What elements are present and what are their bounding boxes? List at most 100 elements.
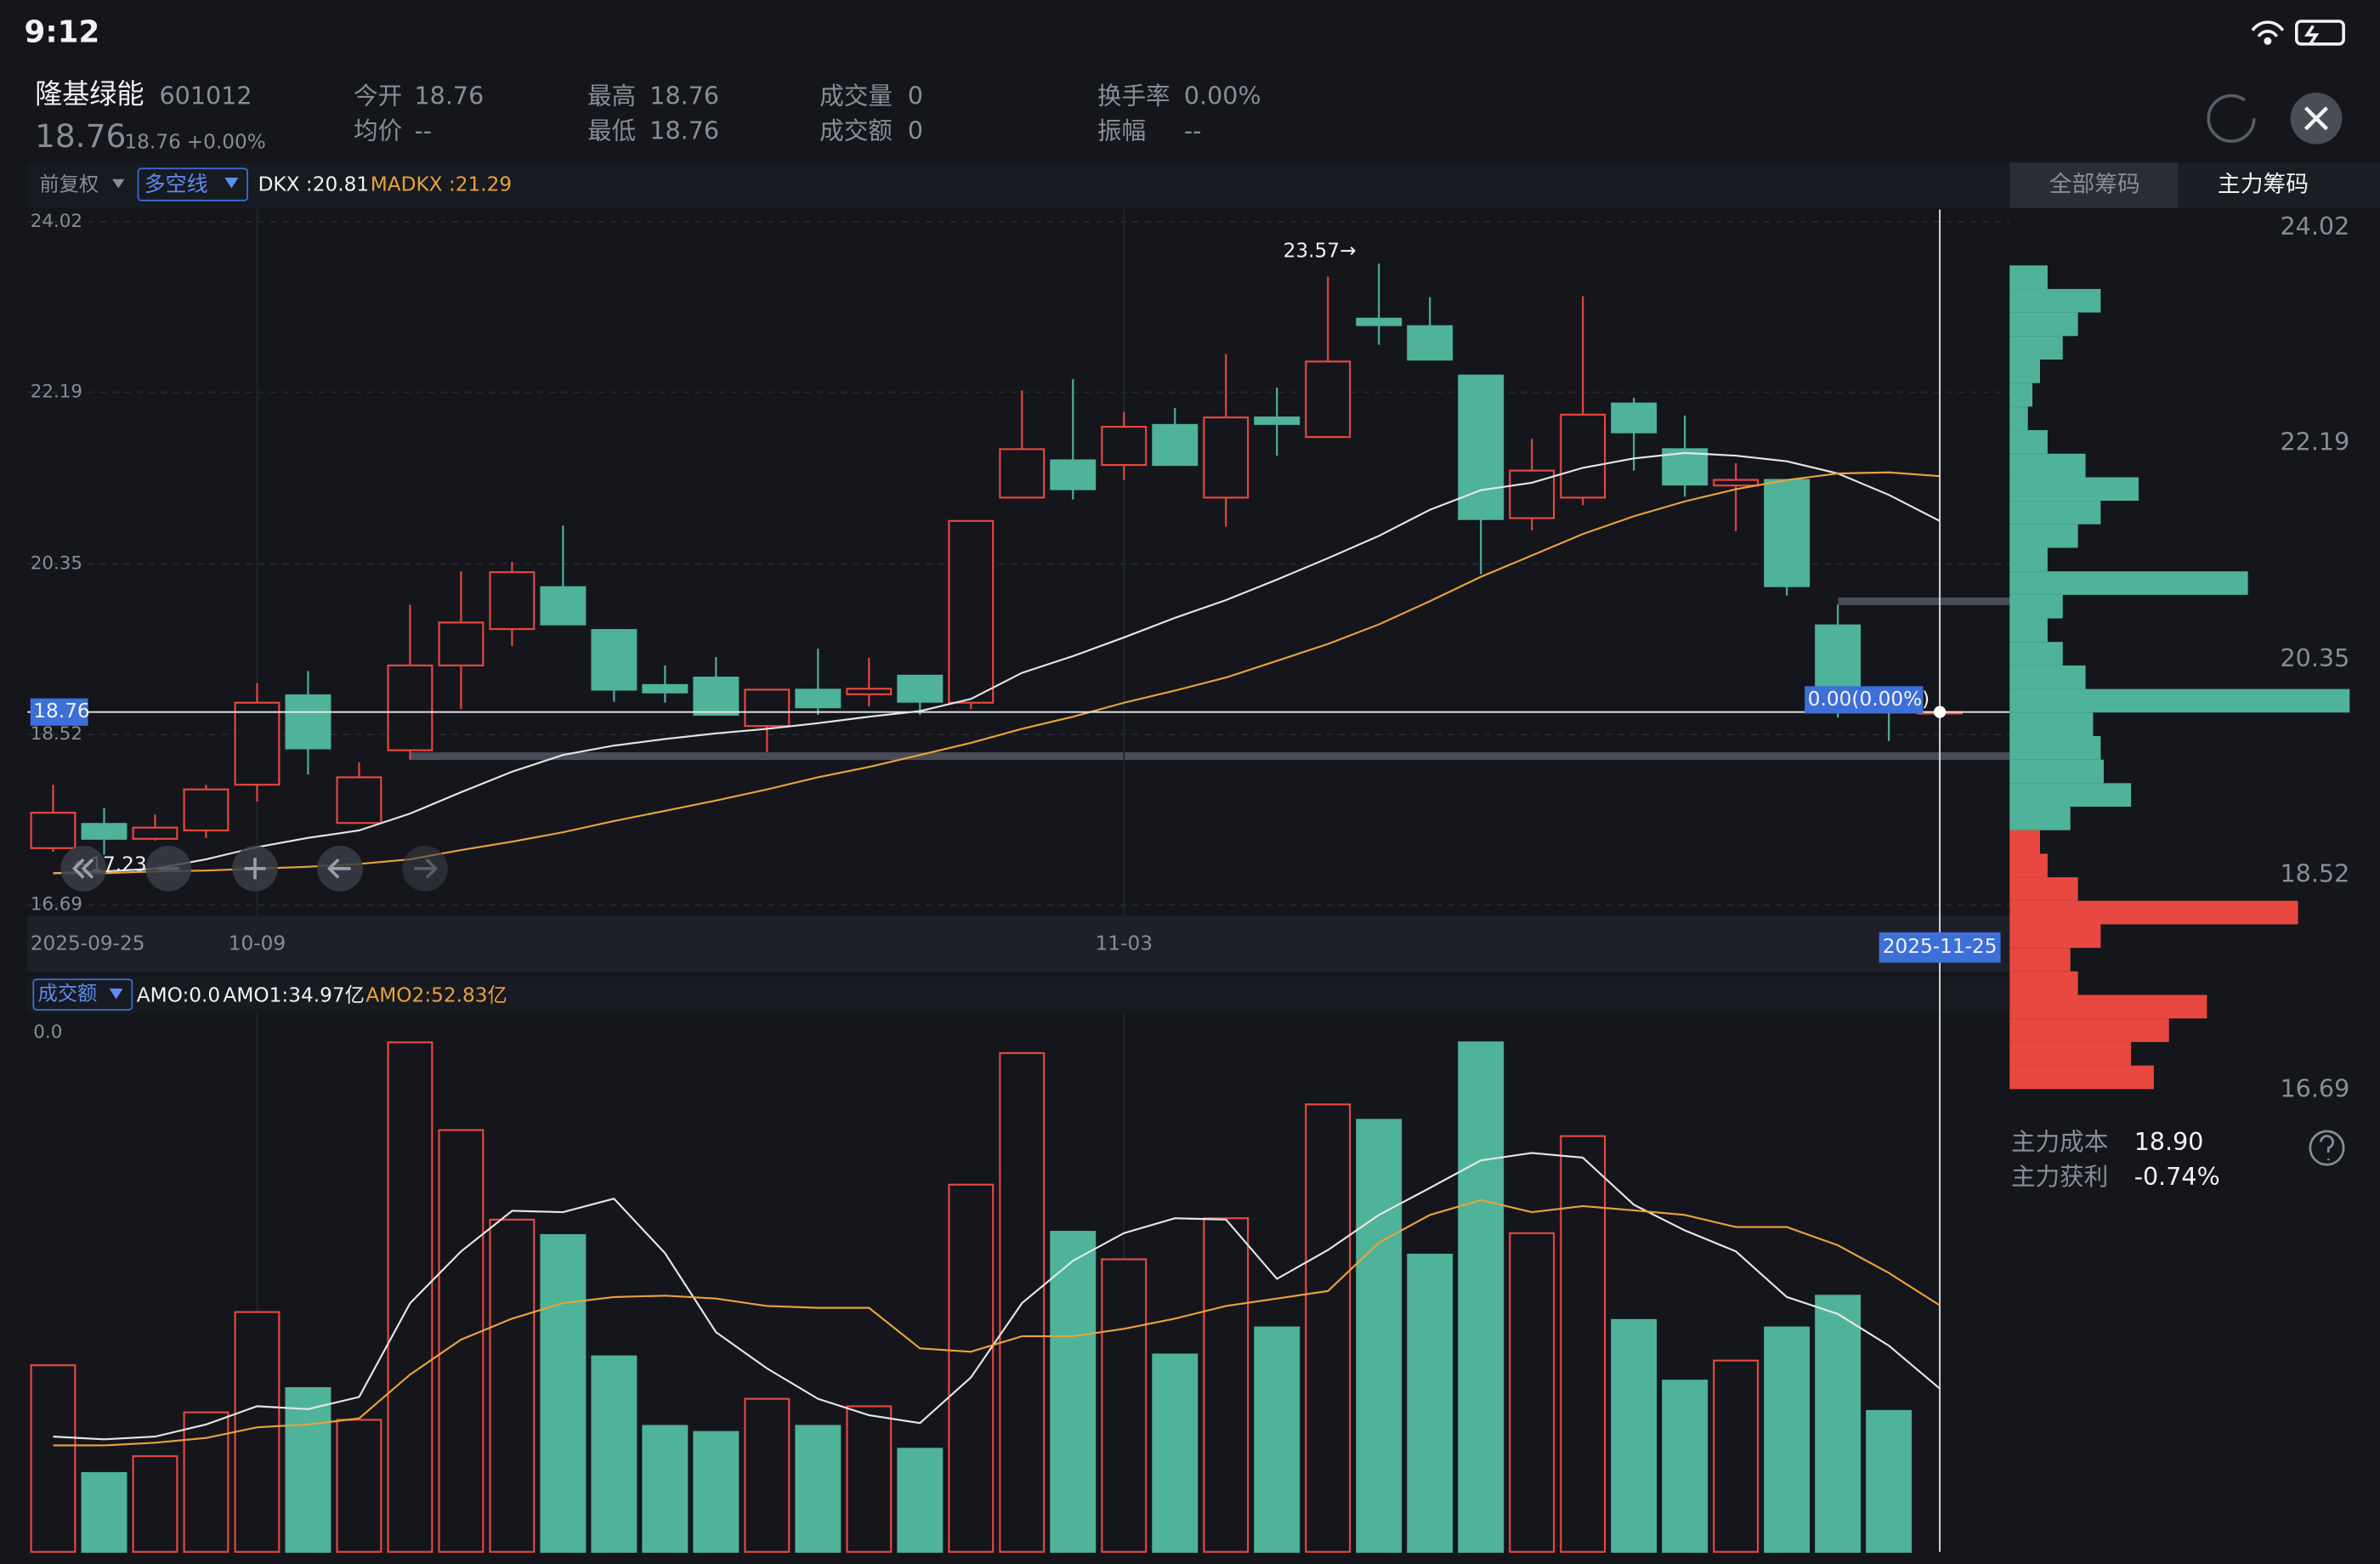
volume-bar — [1815, 1295, 1862, 1553]
price-change: 18.76 — [124, 130, 180, 153]
summary-value: -0.74% — [2134, 1162, 2220, 1191]
crosshair-change: 0.00(0.00%) — [1808, 688, 1930, 711]
candle-body — [438, 621, 484, 666]
legend-madkx: MADKX :21.29 — [371, 173, 512, 196]
candle-body — [1254, 416, 1300, 425]
help-button[interactable] — [2309, 1130, 2345, 1166]
y-tick-label: 20.35 — [31, 552, 82, 574]
volume-bar — [1764, 1326, 1810, 1553]
chip-bar — [2009, 288, 2101, 313]
field-label: 成交量 — [819, 81, 892, 110]
chip-bar — [2009, 948, 2071, 972]
chip-bar — [2009, 759, 2104, 784]
crosshair-price-box — [30, 698, 88, 726]
tab-main[interactable] — [2178, 162, 2380, 208]
volume-average-line — [53, 1198, 1941, 1447]
adjust-label: 前复权 — [39, 173, 99, 196]
volume-bar — [183, 1411, 230, 1553]
chip-bar — [2009, 406, 2028, 431]
dropdown-arrow — [109, 988, 123, 1000]
volume-bar — [744, 1397, 790, 1553]
volume-bar — [1509, 1232, 1556, 1553]
volume-average-line — [53, 1152, 1941, 1441]
chip-bar — [2009, 665, 2086, 689]
volume-bar — [336, 1419, 382, 1553]
volume-bar — [30, 1364, 76, 1553]
volume-bar — [1611, 1318, 1658, 1553]
chip-bar — [2009, 571, 2248, 595]
candle-body — [1713, 479, 1760, 487]
refresh-button[interactable] — [2207, 94, 2256, 143]
volume-bar — [897, 1448, 944, 1553]
field-value: 0 — [908, 81, 923, 110]
volume-bar — [948, 1183, 994, 1553]
tab-all[interactable] — [2009, 162, 2179, 208]
chip-bar — [2009, 1041, 2132, 1066]
legend-amo2: AMO2:52.83亿 — [366, 983, 507, 1006]
volume-dropdown[interactable]: 成交额 — [32, 978, 133, 1011]
volume-bar — [1305, 1103, 1352, 1553]
candle-body — [846, 688, 892, 695]
volume-bar — [132, 1455, 178, 1553]
y-tick-label: 22.19 — [31, 382, 82, 403]
chip-bar — [2009, 807, 2071, 830]
chip-bar — [2009, 360, 2040, 383]
volume-toolbar — [27, 976, 2010, 1013]
volume-bar — [1866, 1409, 1912, 1553]
volume-axis-label: 0.0 — [33, 1022, 62, 1043]
crosshair-date: 2025-11-25 — [1883, 935, 1998, 958]
candle-body — [795, 688, 842, 709]
candle-body — [1764, 479, 1810, 587]
battery-icon — [2295, 20, 2345, 46]
high-annotation: 23.57→ — [1284, 239, 1357, 262]
chip-bar — [2009, 783, 2132, 808]
volume-bar — [540, 1233, 586, 1553]
legend-amo1: AMO1:34.97亿 — [224, 983, 365, 1006]
field-label: 振幅 — [1097, 116, 1146, 144]
chip-tick-label: 16.69 — [2281, 1074, 2350, 1103]
field-value: -- — [1184, 116, 1202, 144]
candle-body — [642, 683, 688, 694]
summary-value: 18.90 — [2134, 1127, 2204, 1156]
candle-body — [999, 448, 1046, 499]
candle-body — [1611, 402, 1658, 434]
tab-label: 主力筹码 — [2218, 171, 2309, 197]
chip-bar — [2009, 971, 2078, 995]
volume-bar — [795, 1425, 842, 1553]
stock-code: 601012 — [160, 81, 252, 110]
candle-body — [234, 701, 280, 786]
chip-bar — [2009, 453, 2086, 478]
crosshair-change-box — [1805, 686, 1924, 714]
field-label: 今开 — [354, 81, 402, 110]
dropdown-arrow — [224, 178, 239, 189]
volume-bar — [1560, 1135, 1606, 1553]
candle-body — [132, 826, 178, 840]
candle-body — [744, 688, 790, 728]
candle-body — [30, 812, 76, 849]
help-icon — [2320, 1135, 2334, 1160]
x-tick-label: 2025-09-25 — [31, 932, 145, 955]
volume-bar — [1203, 1217, 1250, 1553]
volume-bar — [642, 1425, 688, 1553]
volume-bar — [846, 1405, 892, 1553]
volume-bar — [234, 1311, 280, 1553]
field-label: 换手率 — [1097, 81, 1170, 110]
chip-bar — [2009, 994, 2207, 1019]
candle-body — [1407, 325, 1454, 361]
forward-icon — [414, 858, 439, 879]
date-strip — [27, 915, 2010, 972]
close-icon — [2304, 106, 2329, 131]
indicator-dropdown[interactable]: 多空线 — [137, 167, 248, 201]
field-label: 最低 — [587, 116, 636, 144]
candle-body — [1356, 317, 1402, 326]
field-label: 成交额 — [819, 116, 892, 144]
chip-tick-label: 24.02 — [2281, 212, 2350, 241]
volume-bar — [1407, 1253, 1454, 1553]
field-value: 0 — [908, 116, 923, 144]
stock-price: 18.76 — [35, 117, 126, 155]
wifi-icon — [2251, 20, 2285, 37]
adjust-dropdown[interactable]: 前复权 — [39, 173, 125, 196]
close-button[interactable] — [2290, 92, 2343, 144]
chip-bar — [2009, 712, 2094, 736]
